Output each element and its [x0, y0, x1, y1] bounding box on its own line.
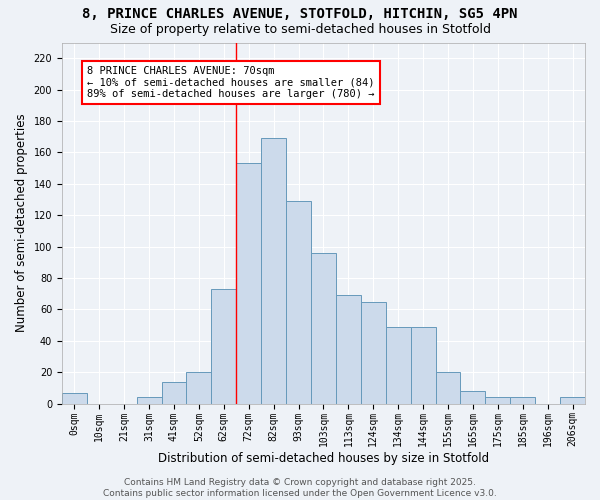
Bar [485, 398, 510, 404]
Bar [460, 391, 485, 404]
Bar [510, 398, 535, 404]
Text: 8, PRINCE CHARLES AVENUE, STOTFOLD, HITCHIN, SG5 4PN: 8, PRINCE CHARLES AVENUE, STOTFOLD, HITC… [82, 8, 518, 22]
Bar [211, 289, 236, 404]
X-axis label: Distribution of semi-detached houses by size in Stotfold: Distribution of semi-detached houses by … [158, 452, 489, 465]
Bar [560, 398, 585, 404]
Text: 8 PRINCE CHARLES AVENUE: 70sqm
← 10% of semi-detached houses are smaller (84)
89: 8 PRINCE CHARLES AVENUE: 70sqm ← 10% of … [87, 66, 374, 99]
Text: Contains HM Land Registry data © Crown copyright and database right 2025.
Contai: Contains HM Land Registry data © Crown c… [103, 478, 497, 498]
Bar [410, 326, 436, 404]
Bar [236, 164, 261, 404]
Text: Size of property relative to semi-detached houses in Stotfold: Size of property relative to semi-detach… [110, 22, 491, 36]
Bar [436, 372, 460, 404]
Bar [361, 302, 386, 404]
Bar [161, 382, 187, 404]
Bar [286, 201, 311, 404]
Y-axis label: Number of semi-detached properties: Number of semi-detached properties [15, 114, 28, 332]
Bar [187, 372, 211, 404]
Bar [137, 398, 161, 404]
Bar [386, 326, 410, 404]
Bar [261, 138, 286, 404]
Bar [311, 253, 336, 404]
Bar [62, 392, 87, 404]
Bar [336, 295, 361, 404]
